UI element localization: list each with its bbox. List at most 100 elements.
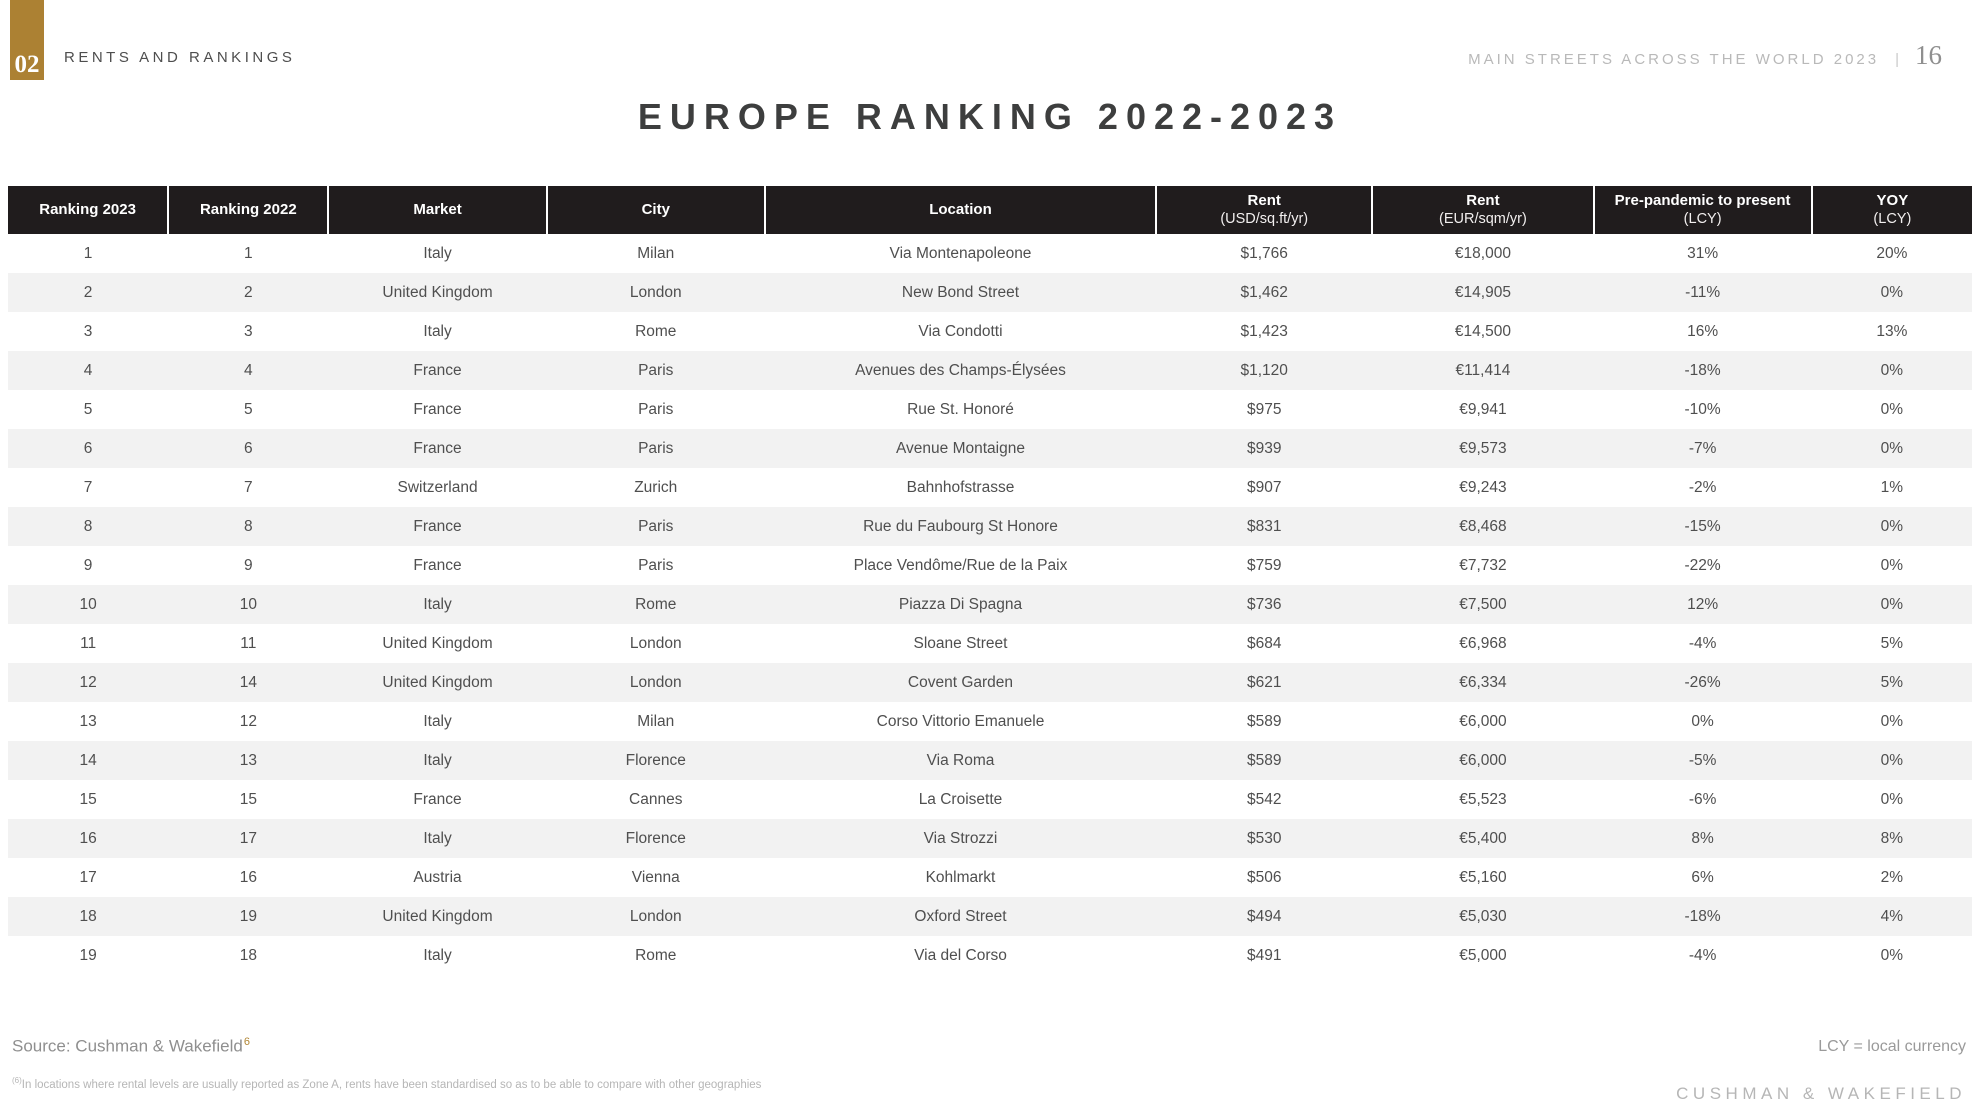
table-row: 8 8 France Paris Rue du Faubourg St Honore $8… <box>8 507 1972 546</box>
lcy-note: LCY = local currency <box>1818 1038 1966 1055</box>
cell-ranking-2023: 15 <box>79 790 97 808</box>
cell-prepandemic: 8% <box>1691 829 1714 847</box>
cell-yoy: 5% <box>1880 673 1904 691</box>
source-note: Source: Cushman & Wakefield6 <box>12 1036 250 1057</box>
cell-ranking-2023: 3 <box>83 322 93 340</box>
cell-rent-eur: €5,000 <box>1459 946 1507 964</box>
table-row: 17 16 Austria Vienna Kohlmarkt $506 €5,160 6% 2% <box>8 858 1972 897</box>
cell-rent-usd: $1,423 <box>1240 322 1288 340</box>
cell-ranking-2023: 13 <box>79 712 97 730</box>
cell-market: United Kingdom <box>382 907 493 925</box>
cell-prepandemic: -2% <box>1688 478 1717 496</box>
cell-prepandemic: -10% <box>1684 400 1721 418</box>
cell-market: Italy <box>423 712 452 730</box>
column-header-rent-usd: Rent (USD/sq.ft/yr) <box>1156 186 1374 234</box>
cell-yoy: 0% <box>1880 400 1904 418</box>
cell-prepandemic: -11% <box>1685 283 1721 301</box>
cell-rent-eur: €14,500 <box>1454 322 1511 340</box>
table-header-row: Ranking 2023 Ranking 2022 Market City Locati… <box>8 186 1972 234</box>
cell-ranking-2022: 16 <box>239 868 257 886</box>
cell-market: United Kingdom <box>382 283 493 301</box>
cell-rent-eur: €9,573 <box>1459 439 1507 457</box>
cell-location: Sloane Street <box>913 634 1008 652</box>
cell-ranking-2022: 6 <box>244 439 253 457</box>
cell-rent-eur: €5,400 <box>1459 829 1507 847</box>
cell-ranking-2023: 11 <box>80 634 97 652</box>
cell-location: Via Strozzi <box>923 829 998 847</box>
cell-yoy: 1% <box>1880 478 1904 496</box>
table-row: 2 2 United Kingdom London New Bond Street $1,… <box>8 273 1972 312</box>
cell-ranking-2023: 9 <box>83 556 93 574</box>
cell-rent-usd: $494 <box>1246 907 1282 925</box>
table-row: 3 3 Italy Rome Via Condotti $1,423 €14,500 16% 1… <box>8 312 1972 351</box>
column-header-ranking-2023: Ranking 2023 <box>8 186 170 234</box>
cell-ranking-2022: 9 <box>244 556 253 574</box>
cell-city: London <box>629 907 682 925</box>
cell-ranking-2022: 12 <box>239 712 257 730</box>
cell-yoy: 0% <box>1880 283 1904 301</box>
table-row: 4 4 France Paris Avenues des Champs-Élysées $… <box>8 351 1972 390</box>
cell-city: Vienna <box>631 868 680 886</box>
cell-city: Florence <box>625 829 686 847</box>
cell-city: Paris <box>638 517 674 535</box>
cell-rent-eur: €6,334 <box>1459 673 1507 691</box>
cell-city: Rome <box>635 322 677 340</box>
chapter-title: RENTS AND RANKINGS <box>64 49 296 66</box>
cell-prepandemic: -6% <box>1688 790 1717 808</box>
cell-ranking-2022: 3 <box>244 322 253 340</box>
cell-location: La Croisette <box>918 790 1003 808</box>
column-header-market: Market <box>328 186 548 234</box>
cell-rent-usd: $542 <box>1246 790 1282 808</box>
table-row: 11 11 United Kingdom London Sloane Street $68… <box>8 624 1972 663</box>
cell-ranking-2022: 2 <box>244 283 253 301</box>
cell-rent-usd: $736 <box>1246 595 1282 613</box>
cell-city: London <box>629 634 682 652</box>
cell-rent-usd: $759 <box>1246 556 1282 574</box>
chapter-number: 02 <box>14 51 40 78</box>
brand-wordmark: CUSHMAN & WAKEFIELD <box>1676 1084 1966 1103</box>
cell-rent-usd: $491 <box>1246 946 1282 964</box>
cell-rent-eur: €11,414 <box>1455 361 1511 379</box>
table-row: 15 15 France Cannes La Croisette $542 €5,523 -6… <box>8 780 1972 819</box>
column-header-yoy: YOY (LCY) <box>1811 186 1972 234</box>
cell-market: Italy <box>423 946 452 964</box>
cell-rent-eur: €9,941 <box>1459 400 1507 418</box>
page-title: EUROPE RANKING 2022-2023 <box>637 96 1343 137</box>
cell-ranking-2022: 7 <box>244 478 253 496</box>
cell-prepandemic: 16% <box>1687 322 1719 340</box>
cell-yoy: 0% <box>1880 361 1904 379</box>
cell-yoy: 0% <box>1880 595 1904 613</box>
cell-location: Via Roma <box>926 751 995 769</box>
cell-location: Avenue Montaigne <box>895 439 1025 457</box>
table-row: 1 1 Italy Milan Via Montenapoleone $1,766 €18,… <box>8 234 1972 273</box>
cell-ranking-2023: 14 <box>79 751 97 769</box>
footnote: (6)In locations where rental levels are … <box>12 1076 761 1091</box>
cell-ranking-2023: 1 <box>83 244 93 262</box>
cell-city: London <box>629 283 682 301</box>
cell-prepandemic: -5% <box>1688 751 1717 769</box>
cell-market: France <box>413 790 462 808</box>
footnote-text: In locations where rental levels are usu… <box>21 1078 762 1091</box>
cell-rent-eur: €6,000 <box>1459 712 1507 730</box>
cell-yoy: 0% <box>1880 439 1904 457</box>
cell-prepandemic: -7% <box>1688 439 1717 457</box>
cell-market: France <box>413 556 462 574</box>
table-row: 18 19 United Kingdom London Oxford Street $49… <box>8 897 1972 936</box>
cell-yoy: 0% <box>1880 712 1904 730</box>
report-title: MAIN STREETS ACROSS THE WORLD 2023 <box>1468 51 1880 68</box>
cell-ranking-2023: 19 <box>79 946 97 964</box>
cell-location: New Bond Street <box>901 283 1020 301</box>
rankings-table: Ranking 2023 Ranking 2022 Market City Locati… <box>8 186 1972 975</box>
cell-prepandemic: -26% <box>1684 673 1721 691</box>
cell-ranking-2022: 11 <box>240 634 257 652</box>
cell-ranking-2023: 4 <box>83 361 93 379</box>
masthead-right: MAIN STREETS ACROSS THE WORLD 2023 | 16 <box>1468 40 1942 71</box>
cell-rent-eur: €7,732 <box>1459 556 1507 574</box>
cell-ranking-2023: 8 <box>83 517 93 535</box>
cell-city: Rome <box>635 946 677 964</box>
cell-yoy: 0% <box>1880 556 1904 574</box>
cell-rent-eur: €6,968 <box>1459 634 1507 652</box>
cell-market: Italy <box>423 595 452 613</box>
cell-rent-usd: $975 <box>1246 400 1282 418</box>
cell-prepandemic: 0% <box>1691 712 1714 730</box>
